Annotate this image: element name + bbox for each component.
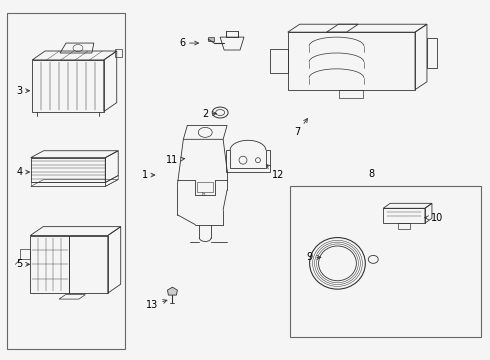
Bar bbox=[7, 13, 124, 349]
Text: 6: 6 bbox=[179, 38, 198, 48]
Text: 7: 7 bbox=[294, 118, 308, 138]
Polygon shape bbox=[208, 37, 214, 41]
Text: 11: 11 bbox=[166, 155, 185, 165]
Text: 9: 9 bbox=[307, 252, 321, 262]
Polygon shape bbox=[168, 287, 177, 295]
Text: b: b bbox=[201, 192, 205, 197]
Text: 5: 5 bbox=[16, 259, 29, 269]
Text: 3: 3 bbox=[16, 86, 29, 96]
Text: 4: 4 bbox=[16, 167, 29, 177]
Text: 10: 10 bbox=[425, 213, 443, 223]
Bar bbox=[197, 182, 213, 192]
Text: 12: 12 bbox=[267, 165, 284, 180]
Text: 1: 1 bbox=[142, 170, 155, 180]
Text: 2: 2 bbox=[202, 108, 217, 118]
Text: 8: 8 bbox=[368, 169, 374, 179]
Bar bbox=[290, 186, 481, 337]
Text: 13: 13 bbox=[147, 300, 167, 310]
